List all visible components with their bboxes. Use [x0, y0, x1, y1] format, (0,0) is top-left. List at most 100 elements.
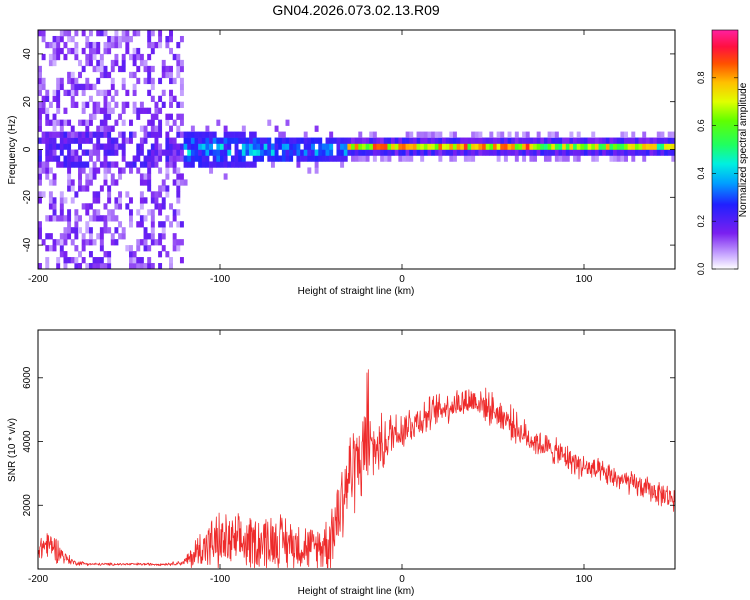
- spectrogram-cell: [616, 137, 621, 144]
- spectrogram-cell: [485, 137, 490, 144]
- spectrogram-cell: [525, 149, 530, 156]
- spectrogram-cell: [613, 137, 618, 144]
- spectrogram-cell: [136, 65, 141, 73]
- spectrogram-cell: [620, 149, 625, 156]
- spectrogram-cell: [67, 149, 72, 156]
- spectrogram-cell: [63, 257, 68, 264]
- spectrogram-cell: [442, 137, 446, 144]
- spectrogram-cell: [114, 143, 119, 150]
- spectrogram-cell: [256, 155, 261, 162]
- spectrogram-cell: [52, 137, 57, 144]
- spectrogram-cell: [471, 155, 476, 162]
- spectrogram-cell: [543, 137, 548, 144]
- spectrogram-cell: [591, 131, 596, 138]
- spectrogram-cell: [558, 143, 563, 150]
- spectrogram-y-tick-label: 0: [22, 146, 33, 152]
- spectrogram-cell: [88, 149, 93, 156]
- spectrogram-cell: [442, 143, 446, 150]
- spectrogram-cell: [456, 149, 461, 156]
- spectrogram-cell: [642, 131, 647, 138]
- spectrogram-cell: [452, 143, 457, 150]
- spectrogram-cell: [660, 131, 665, 138]
- spectrogram-cell: [81, 89, 86, 97]
- spectrogram-cell: [45, 263, 50, 269]
- spectrogram-cell: [303, 149, 308, 156]
- spectrogram-cell: [96, 257, 101, 264]
- spectrogram-cell: [45, 155, 50, 162]
- spectrogram-cell: [660, 143, 665, 150]
- spectrogram-cell: [169, 125, 173, 132]
- spectrogram-cell: [143, 161, 148, 168]
- spectrogram-cell: [267, 143, 272, 150]
- spectrogram-cell: [274, 137, 279, 144]
- spectrogram-cell: [88, 179, 93, 186]
- spectrogram-cell: [52, 197, 57, 204]
- spectrogram-cell: [183, 179, 188, 186]
- spectrogram-cell: [653, 143, 658, 150]
- spectrogram-cell: [56, 215, 61, 222]
- spectrogram-cell: [150, 221, 155, 228]
- spectrogram-cell: [351, 149, 355, 156]
- spectrogram-y-tick-label: -20: [22, 190, 33, 205]
- spectrogram-cell: [434, 137, 439, 144]
- spectrogram-cell: [551, 149, 556, 156]
- spectrogram-cell: [154, 137, 159, 144]
- spectrogram-cell: [471, 143, 476, 150]
- spectrogram-cell: [198, 155, 203, 162]
- spectrogram-cell: [274, 149, 279, 156]
- spectrogram-cell: [150, 155, 155, 162]
- spectrogram-cell: [150, 239, 155, 246]
- spectrogram-cell: [121, 107, 126, 114]
- spectrogram-cell: [96, 30, 101, 37]
- spectrogram-cell: [41, 30, 46, 37]
- spectrogram-cell: [336, 143, 341, 150]
- spectrogram-cell: [238, 161, 243, 168]
- spectrogram-cell: [667, 137, 672, 144]
- spectrogram-cell: [409, 131, 414, 138]
- spectrogram-cell: [59, 209, 64, 216]
- spectrogram-cell: [88, 167, 93, 174]
- spectrogram-cell: [59, 149, 64, 156]
- spectrogram-cell: [314, 155, 319, 162]
- spectrogram-cell: [220, 137, 224, 144]
- spectrogram-cell: [190, 155, 195, 162]
- spectrogram-cell: [99, 245, 104, 252]
- spectrogram-cell: [179, 113, 184, 120]
- spectrogram-cell: [376, 149, 381, 156]
- spectrogram-cell: [463, 143, 468, 150]
- spectrogram-cell: [216, 119, 221, 126]
- spectrogram-cell: [121, 77, 126, 85]
- spectrogram-cell: [67, 227, 72, 234]
- spectrogram-cell: [303, 131, 308, 138]
- spectrogram-cell: [41, 161, 46, 168]
- spectrogram-cell: [52, 143, 57, 150]
- spectrogram-x-tick-label: -100: [210, 274, 230, 285]
- spectrogram-cell: [96, 59, 101, 67]
- spectrogram-cell: [649, 143, 654, 150]
- spectrogram-cell: [158, 119, 163, 126]
- spectrogram-cell: [230, 137, 235, 144]
- spectrogram-cell: [547, 131, 552, 138]
- spectrogram-cell: [136, 113, 141, 120]
- spectrogram-cell: [139, 203, 144, 210]
- spectrogram-cell: [576, 131, 581, 138]
- spectrogram-cell: [63, 251, 68, 258]
- spectrogram-cell: [638, 143, 643, 150]
- spectrogram-cell: [198, 149, 203, 156]
- spectrogram-cell: [223, 149, 228, 156]
- spectrogram-cell: [103, 161, 108, 168]
- spectrogram-cell: [391, 149, 396, 156]
- spectrogram-cell: [67, 35, 72, 43]
- spectrogram-cell: [107, 227, 112, 234]
- spectrogram-cell: [92, 53, 97, 61]
- spectrogram-cell: [241, 155, 246, 162]
- spectrogram-cell: [551, 131, 556, 138]
- spectrogram-cell: [125, 30, 130, 37]
- spectrogram-cell: [110, 107, 115, 114]
- spectrogram-cell: [99, 65, 104, 73]
- spectrogram-cell: [405, 137, 410, 144]
- spectrogram-cell: [602, 143, 607, 150]
- spectrogram-cell: [143, 137, 148, 144]
- spectrogram-cell: [671, 149, 675, 156]
- spectrogram-cell: [125, 35, 130, 43]
